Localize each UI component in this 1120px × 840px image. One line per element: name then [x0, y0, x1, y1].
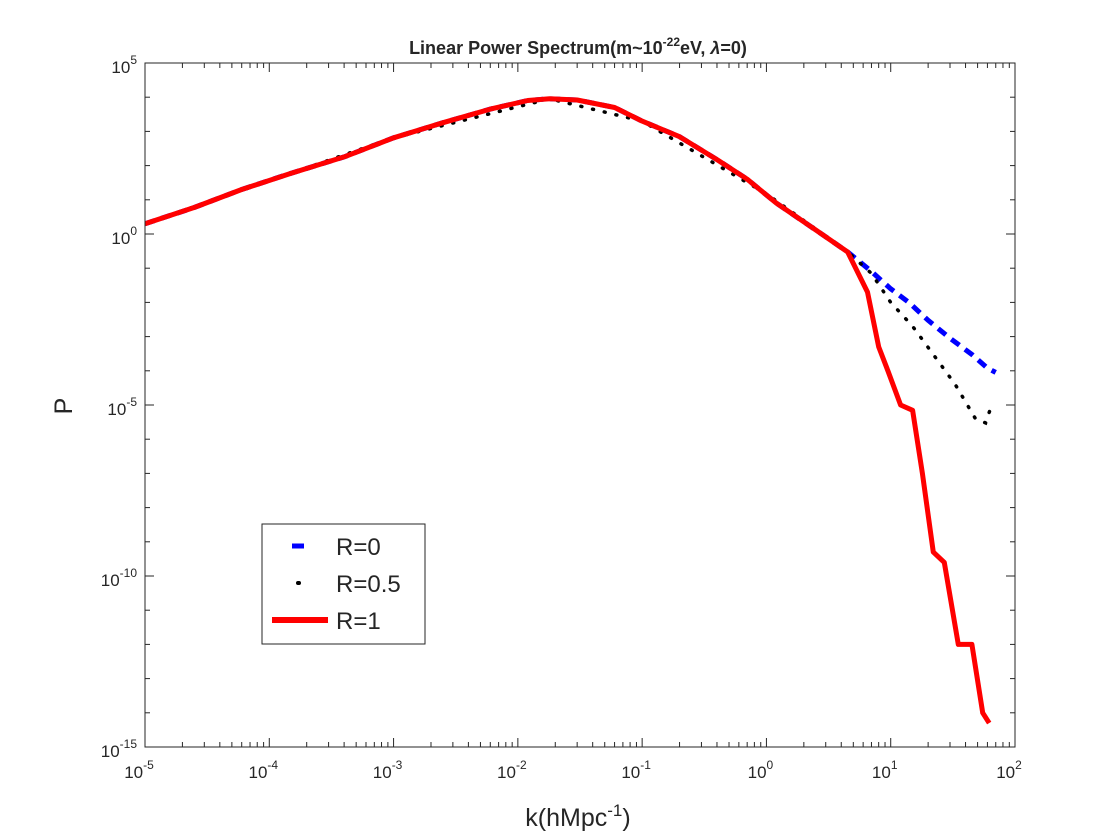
x-tick-base: 10 [248, 763, 267, 782]
y-tick-exp: 5 [130, 53, 137, 67]
x-tick-exp: 2 [1015, 758, 1022, 772]
x-tick-base: 10 [124, 763, 143, 782]
y-tick-label: 100 [111, 224, 137, 248]
y-tick-base: 10 [111, 58, 130, 77]
x-tick-label: 100 [748, 758, 774, 782]
series-3 [145, 96, 992, 725]
y-tick-base: 10 [111, 229, 130, 248]
x-tick-exp: -4 [267, 758, 278, 772]
x-axis-label: k(hMpc-1) [525, 801, 630, 832]
x-tick-exp: -1 [640, 758, 651, 772]
series-line-3 [145, 96, 992, 725]
y-tick-base: 10 [101, 571, 120, 590]
x-tick-label: 10-5 [124, 758, 154, 782]
legend-box [261, 523, 426, 645]
y-tick-exp: -15 [120, 737, 138, 751]
y-tick-label: 105 [111, 53, 137, 77]
x-tick-exp: -3 [392, 758, 403, 772]
x-tick-exp: 0 [767, 758, 774, 772]
y-tick-label: 10-10 [101, 566, 138, 590]
axes-layer: 10-5 10-4 10-3 10-2 10-1 100 101 10210510010-51… [101, 53, 1022, 782]
x-tick-label: 10-1 [621, 758, 651, 782]
x-tick-base: 10 [497, 763, 516, 782]
y-tick-exp: -5 [126, 395, 137, 409]
x-tick-label: 10-3 [373, 758, 403, 782]
y-axis-label: P [50, 398, 78, 415]
x-tick-exp: 1 [891, 758, 898, 772]
x-tick-label: 10-2 [497, 758, 527, 782]
y-tick-label: 10-15 [101, 737, 138, 761]
x-tick-base: 10 [996, 763, 1015, 782]
y-tick-base: 10 [107, 400, 126, 419]
x-tick-label: 101 [872, 758, 898, 782]
x-tick-label: 10-4 [248, 758, 278, 782]
legend-label-2: R=0.5 [336, 571, 401, 598]
x-tick-exp: -2 [516, 758, 527, 772]
x-tick-base: 10 [373, 763, 392, 782]
x-tick-exp: -5 [143, 758, 154, 772]
y-tick-exp: 0 [130, 224, 137, 238]
y-tick-exp: -10 [120, 566, 138, 580]
y-tick-base: 10 [101, 742, 120, 761]
x-tick-base: 10 [872, 763, 891, 782]
legend-label-3: R=1 [336, 608, 381, 635]
x-tick-base: 10 [748, 763, 767, 782]
x-tick-label: 102 [996, 758, 1022, 782]
x-tick-base: 10 [621, 763, 640, 782]
chart-title: Linear Power Spectrum(m~10-22eV, λ=0) [409, 35, 747, 58]
legend-label-1: R=0 [336, 534, 381, 561]
series-layer [145, 96, 997, 725]
legend: R=0 R=0.5 R=1 [261, 523, 426, 645]
y-tick-label: 10-5 [107, 395, 137, 419]
